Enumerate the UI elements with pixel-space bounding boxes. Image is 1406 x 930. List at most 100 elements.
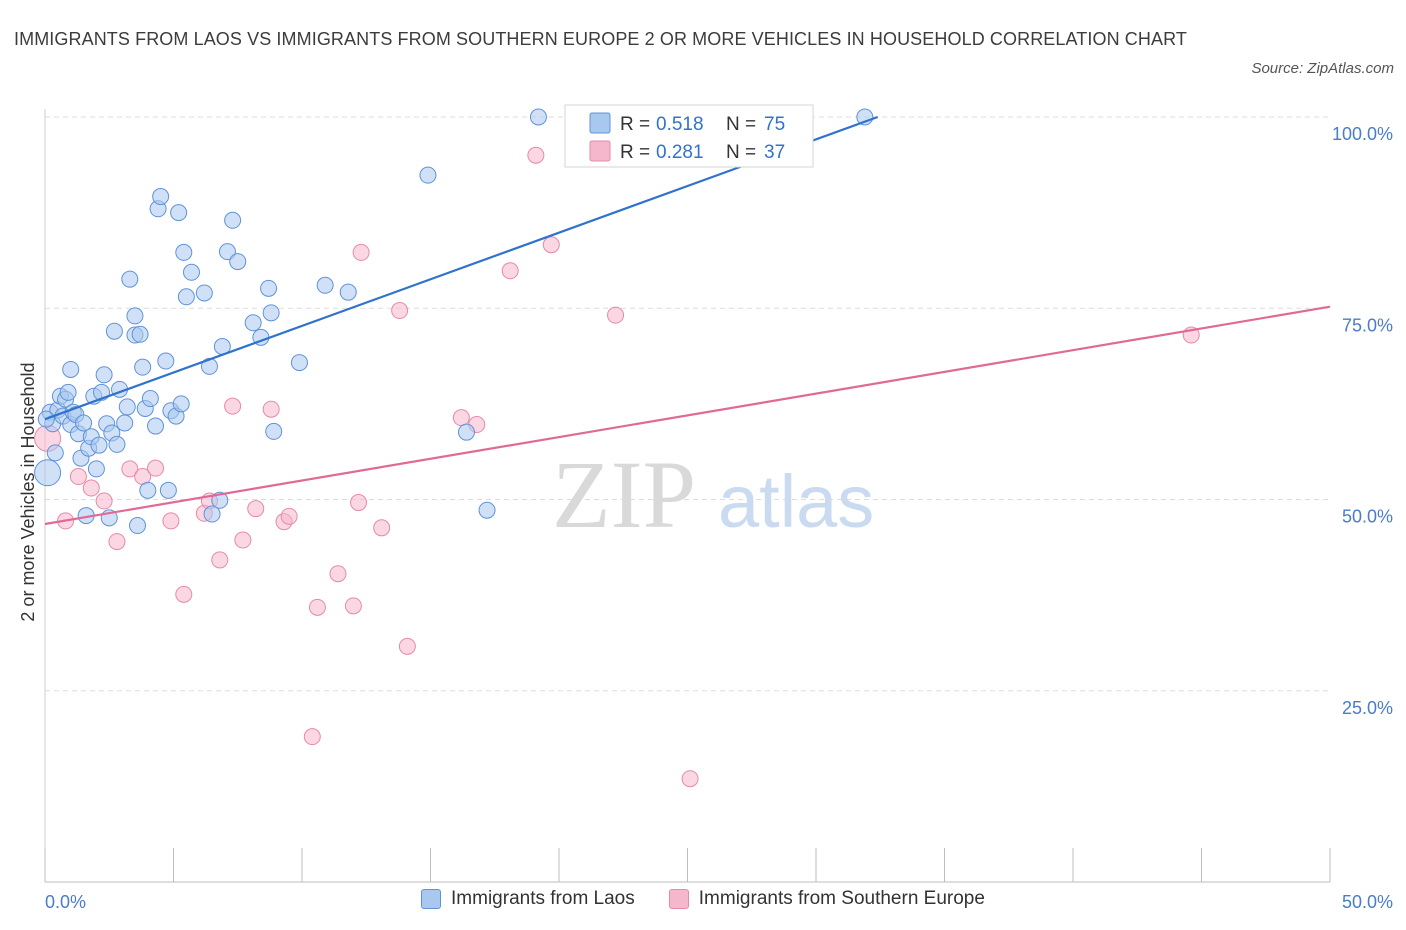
legend-bottom: Immigrants from Laos Immigrants from Sou…: [0, 888, 1406, 910]
legend-label-laos: Immigrants from Laos: [451, 888, 635, 909]
point-southern-europe: [308, 598, 326, 616]
watermark-zip: ZIP: [552, 441, 696, 548]
point-laos: [75, 414, 93, 432]
point-laos: [116, 414, 134, 432]
point-southern-europe: [162, 512, 180, 530]
x-tick-label: 50.0%: [1342, 892, 1393, 912]
point-southern-europe: [95, 492, 113, 510]
point-southern-europe: [108, 533, 126, 551]
point-laos: [211, 491, 229, 509]
legend-swatch-southern-europe: [668, 889, 689, 909]
point-southern-europe: [224, 397, 242, 415]
point-laos: [46, 444, 64, 462]
point-southern-europe: [350, 494, 368, 512]
point-laos: [478, 501, 496, 519]
legend-n-label: N =: [726, 142, 756, 163]
point-laos: [203, 505, 221, 523]
point-laos: [159, 481, 177, 499]
legend-swatch-southern-europe: [589, 140, 611, 162]
point-laos: [147, 417, 165, 435]
point-laos: [121, 270, 139, 288]
point-laos: [265, 422, 283, 440]
tick-labels: 25.0% 50.0% 75.0% 100.0% 0.0% 50.0%: [45, 124, 1393, 912]
point-southern-europe: [262, 400, 280, 418]
series-southern-europe-points: [34, 146, 1200, 788]
legend-n-value: 75: [764, 114, 785, 135]
point-laos: [290, 354, 308, 372]
point-laos: [529, 108, 547, 126]
legend-r-value: 0.518: [656, 114, 704, 135]
point-laos: [175, 243, 193, 261]
point-laos: [172, 395, 190, 413]
point-laos: [339, 283, 357, 301]
point-laos: [87, 460, 105, 478]
x-tick-label: 0.0%: [45, 892, 86, 912]
legend-r-value: 0.281: [656, 142, 704, 163]
point-southern-europe: [211, 551, 229, 569]
point-southern-europe: [452, 409, 470, 427]
point-laos: [457, 423, 475, 441]
point-laos: [218, 243, 236, 261]
point-southern-europe: [501, 262, 519, 280]
chart-title: IMMIGRANTS FROM LAOS VS IMMIGRANTS FROM …: [14, 29, 1187, 49]
point-laos: [34, 459, 62, 487]
legend-label-southern-europe: Immigrants from Southern Europe: [698, 888, 985, 909]
point-laos: [62, 360, 80, 378]
point-southern-europe: [398, 637, 416, 655]
point-southern-europe: [234, 531, 252, 549]
legend-item-southern-europe: Immigrants from Southern Europe: [668, 888, 985, 910]
point-southern-europe: [373, 519, 391, 537]
legend-swatch-laos: [421, 889, 442, 909]
legend-r-label: R =: [620, 114, 650, 135]
point-laos: [105, 322, 123, 340]
point-laos: [126, 307, 144, 325]
legend-n-value: 37: [764, 142, 785, 163]
legend-n-label: N =: [726, 114, 756, 135]
point-laos: [157, 352, 175, 370]
point-laos: [229, 253, 247, 271]
axes: [44, 109, 1331, 883]
point-laos: [316, 276, 334, 294]
point-southern-europe: [175, 585, 193, 603]
point-laos: [170, 204, 188, 222]
point-laos: [244, 314, 262, 332]
point-southern-europe: [303, 728, 321, 746]
y-tick-label: 100.0%: [1332, 124, 1393, 144]
legend-item-laos: Immigrants from Laos: [421, 888, 635, 910]
point-laos: [131, 325, 149, 343]
y-tick-label: 50.0%: [1342, 507, 1393, 527]
point-southern-europe: [352, 243, 370, 261]
point-southern-europe: [542, 236, 560, 254]
point-laos: [134, 358, 152, 376]
point-southern-europe: [329, 565, 347, 583]
point-southern-europe: [147, 459, 165, 477]
legend-swatch-laos: [589, 112, 611, 134]
point-laos: [419, 166, 437, 184]
point-laos: [108, 435, 126, 453]
legend-r-label: R =: [620, 142, 650, 163]
point-laos: [118, 398, 136, 416]
point-laos: [260, 279, 278, 297]
point-southern-europe: [391, 302, 409, 320]
point-southern-europe: [69, 468, 87, 486]
watermark-atlas: atlas: [718, 460, 874, 543]
point-laos: [95, 366, 113, 384]
trend-line-southern-europe: [44, 305, 1331, 526]
watermark: ZIP atlas: [552, 441, 874, 548]
y-axis-label: 2 or more Vehicles in Household: [18, 362, 38, 621]
point-southern-europe: [607, 306, 625, 324]
source-label: Source: ZipAtlas.com: [1251, 60, 1394, 77]
y-tick-label: 75.0%: [1342, 315, 1393, 335]
point-southern-europe: [527, 146, 545, 164]
point-laos: [59, 383, 77, 401]
point-laos: [139, 481, 157, 499]
point-laos: [152, 188, 170, 206]
point-laos: [195, 284, 213, 302]
point-southern-europe: [344, 597, 362, 615]
point-southern-europe: [280, 507, 298, 525]
point-southern-europe: [681, 770, 699, 788]
legend-top: R = 0.518 N = 75 R = 0.281 N = 37: [564, 104, 814, 168]
point-laos: [224, 211, 242, 229]
point-southern-europe: [82, 479, 100, 497]
